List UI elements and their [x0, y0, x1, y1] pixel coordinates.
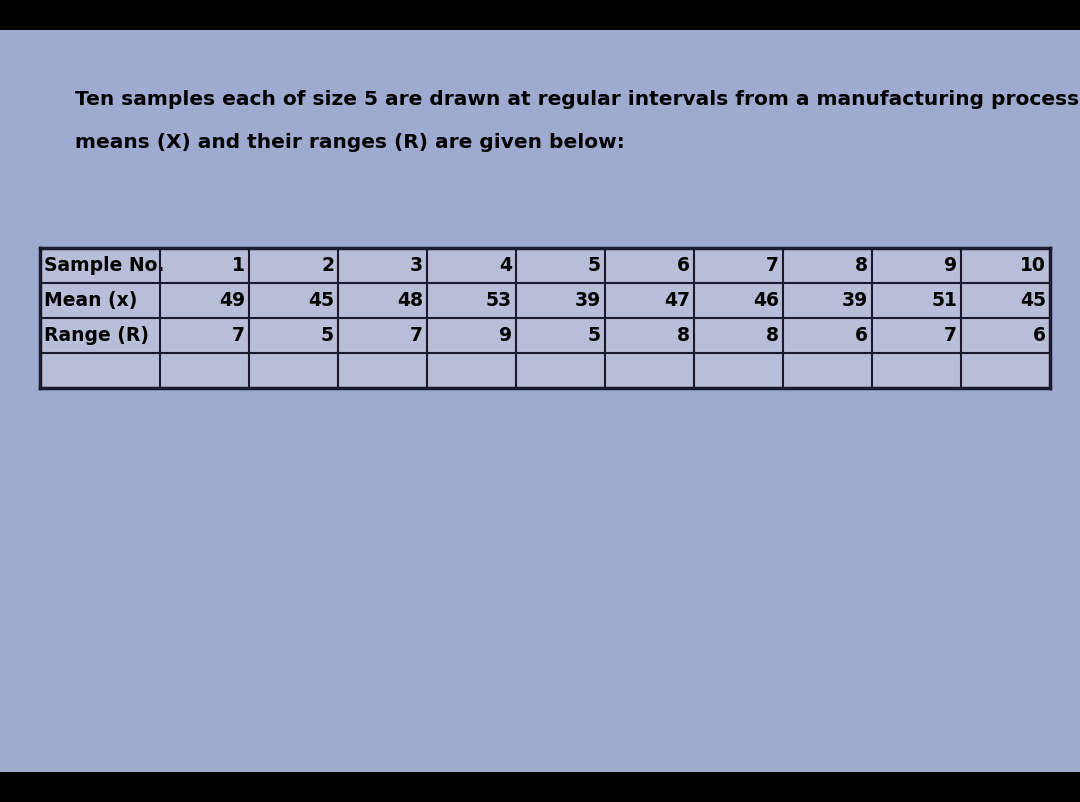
Text: 39: 39 [575, 291, 600, 310]
Text: 2: 2 [321, 256, 334, 275]
Text: means (X) and their ranges (R) are given below:: means (X) and their ranges (R) are given… [75, 133, 624, 152]
Text: 49: 49 [219, 291, 245, 310]
Text: 7: 7 [766, 256, 779, 275]
Text: Mean (x): Mean (x) [44, 291, 137, 310]
Text: 5: 5 [588, 256, 600, 275]
Text: 51: 51 [931, 291, 957, 310]
Text: 1: 1 [232, 256, 245, 275]
Text: 53: 53 [486, 291, 512, 310]
Text: 6: 6 [855, 326, 868, 345]
Text: 7: 7 [232, 326, 245, 345]
Text: Ten samples each of size 5 are drawn at regular intervals from a manufacturing p: Ten samples each of size 5 are drawn at … [75, 90, 1080, 109]
Text: 46: 46 [753, 291, 779, 310]
Text: 48: 48 [397, 291, 423, 310]
Text: Range (R): Range (R) [44, 326, 149, 345]
Text: 47: 47 [664, 291, 690, 310]
Text: 6: 6 [1032, 326, 1047, 345]
Text: 5: 5 [321, 326, 334, 345]
Text: 9: 9 [499, 326, 512, 345]
Text: 45: 45 [308, 291, 334, 310]
Text: 6: 6 [677, 256, 690, 275]
Text: 8: 8 [855, 256, 868, 275]
Text: 7: 7 [410, 326, 423, 345]
Text: 4: 4 [499, 256, 512, 275]
Text: 45: 45 [1020, 291, 1047, 310]
Text: Sample No.: Sample No. [44, 256, 164, 275]
Text: 7: 7 [944, 326, 957, 345]
Text: 8: 8 [766, 326, 779, 345]
Text: 5: 5 [588, 326, 600, 345]
Text: 10: 10 [1021, 256, 1047, 275]
Text: 3: 3 [410, 256, 423, 275]
Text: 9: 9 [944, 256, 957, 275]
Text: 8: 8 [677, 326, 690, 345]
Text: 39: 39 [841, 291, 868, 310]
